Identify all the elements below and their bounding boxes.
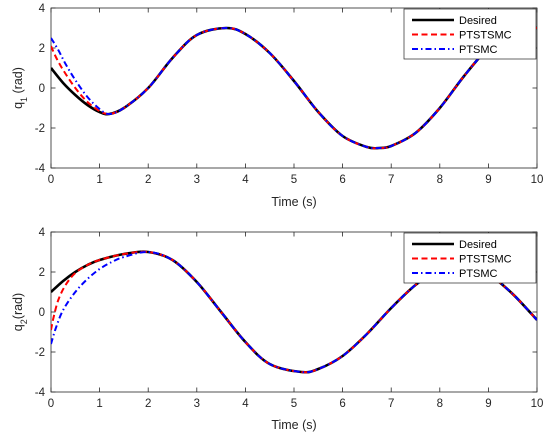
x-tick-label: 1 (96, 174, 102, 186)
x-tick-label: 1 (96, 398, 102, 410)
y-axis-label-main: q (11, 102, 25, 109)
x-tick-label: 2 (145, 174, 151, 186)
x-tick-label: 7 (388, 398, 394, 410)
x-tick-label: 3 (194, 398, 200, 410)
y-axis-label-sub: 2 (19, 319, 29, 324)
x-axis-label: Time (s) (271, 195, 316, 209)
y-tick-label: -4 (35, 387, 46, 399)
legend: Desired PTSTSMC PTSMC (403, 232, 537, 284)
x-tick-label: 9 (485, 174, 491, 186)
y-tick-label: -2 (35, 347, 45, 359)
x-tick-label: 8 (437, 174, 443, 186)
y-tick-label: 4 (39, 3, 46, 15)
y-tick-label: 0 (39, 83, 45, 95)
x-tick-label: 4 (242, 174, 249, 186)
y-tick-label: 4 (39, 227, 46, 239)
legend: Desired PTSTSMC PTSMC (403, 8, 537, 60)
legend-label-ptsmc: PTSMC (459, 44, 498, 56)
legend-label-desired: Desired (459, 15, 497, 27)
x-tick-label: 5 (291, 398, 297, 410)
y-tick-label: 2 (39, 267, 45, 279)
x-tick-label: 0 (48, 398, 54, 410)
x-tick-label: 9 (485, 398, 491, 410)
x-tick-label: 6 (339, 174, 345, 186)
x-tick-label: 5 (291, 174, 297, 186)
y-tick-label: 0 (39, 307, 45, 319)
x-tick-label: 8 (437, 398, 443, 410)
y-axis-label: q2(rad) (11, 293, 29, 331)
y-axis-label-unit: (rad) (11, 293, 25, 319)
x-tick-label: 2 (145, 398, 151, 410)
y-tick-label: -4 (35, 163, 46, 175)
y-axis-label-main: q (11, 324, 25, 331)
y-axis-label: q1 (rad) (11, 67, 29, 109)
x-tick-label: 6 (339, 398, 345, 410)
series-line-ptstsmc (51, 26, 537, 150)
y-tick-label: -2 (35, 123, 45, 135)
legend-label-ptstsmc: PTSTSMC (459, 254, 512, 266)
legend-label-ptstsmc: PTSTSMC (459, 30, 512, 42)
legend-label-ptsmc: PTSMC (459, 268, 498, 280)
series-line-ptsmc (51, 26, 537, 150)
x-tick-label: 3 (194, 174, 200, 186)
y-axis-label-unit: (rad) (11, 67, 25, 97)
x-axis-label: Time (s) (271, 418, 316, 432)
legend-label-desired: Desired (459, 239, 497, 251)
x-tick-label: 10 (531, 174, 544, 186)
y-axis-label-sub: 1 (19, 97, 29, 102)
x-tick-label: 10 (531, 398, 544, 410)
plot-area (51, 26, 537, 150)
x-tick-label: 0 (48, 174, 54, 186)
x-tick-label: 7 (388, 174, 394, 186)
y-tick-label: 2 (39, 43, 45, 55)
x-tick-label: 4 (242, 398, 249, 410)
